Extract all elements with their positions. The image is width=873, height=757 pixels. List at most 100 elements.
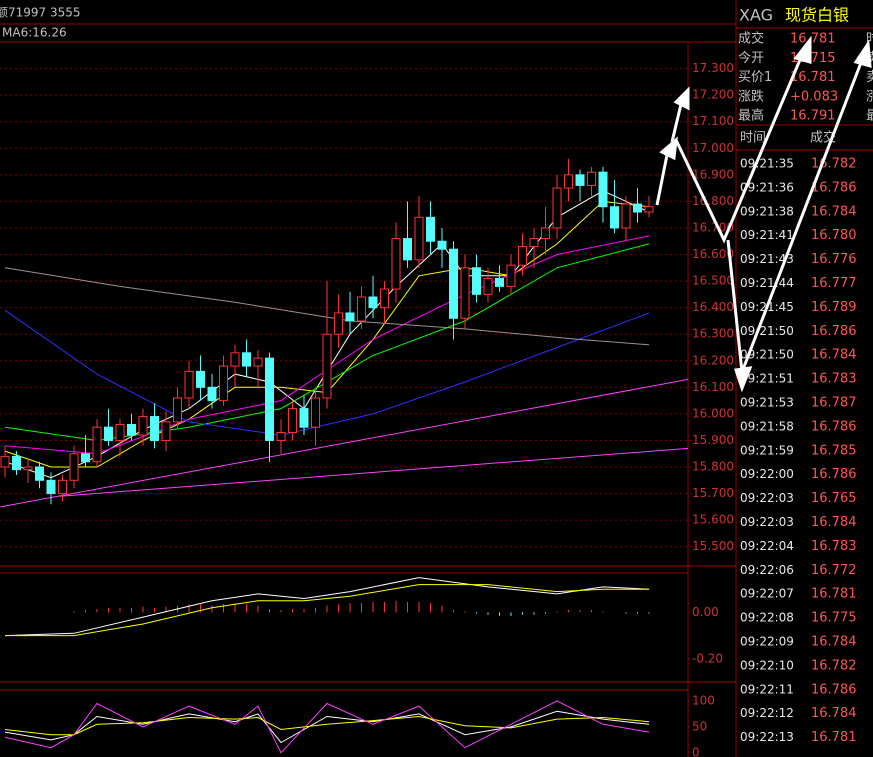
candle-body	[58, 479, 67, 495]
trade-price: 16.786	[811, 324, 857, 339]
trades-header: 时间	[740, 131, 766, 146]
trade-time: 09:21:38	[740, 204, 794, 218]
trade-price: 16.786	[811, 180, 857, 195]
candle-body	[587, 171, 596, 186]
trade-price: 16.785	[811, 443, 857, 458]
trade-time: 09:22:10	[740, 658, 794, 672]
trade-price: 16.781	[811, 587, 857, 602]
trade-price: 16.784	[811, 635, 857, 650]
line-series	[5, 584, 649, 637]
trade-time: 09:22:00	[740, 467, 794, 481]
candle-body	[161, 421, 171, 441]
trade-price: 16.776	[811, 252, 857, 267]
candle-body	[449, 248, 458, 319]
trade-price: 16.783	[811, 372, 857, 387]
candle-body	[92, 426, 102, 463]
candle-body	[368, 296, 378, 309]
candle-body	[115, 424, 125, 441]
candle-body	[633, 203, 642, 213]
candle-body	[495, 277, 504, 287]
trade-time: 09:21:41	[740, 228, 794, 242]
trade-price: 16.784	[811, 515, 857, 530]
y-tick-label: 17.300	[692, 61, 734, 75]
volume-text: 额71997 3555	[0, 6, 81, 20]
quote-side: 卖	[866, 70, 873, 85]
trade-time: 09:21:53	[740, 396, 794, 410]
candle-body	[644, 206, 654, 213]
y-tick-label: 0	[692, 745, 700, 757]
y-tick-label: 15.800	[692, 460, 734, 474]
quote-label: 买价1	[738, 70, 772, 85]
y-tick-label: 16.100	[692, 380, 734, 394]
candle-body	[311, 397, 320, 428]
candle-body	[253, 357, 263, 367]
symbol: XAG	[739, 6, 773, 25]
trade-time: 09:22:09	[740, 635, 794, 649]
trade-price: 16.786	[811, 682, 857, 697]
candle-body	[621, 203, 631, 229]
candle-body	[610, 206, 619, 229]
y-tick-label: 16.300	[692, 327, 734, 341]
y-tick-label: 17.000	[692, 141, 734, 155]
quote-value: 16.791	[790, 109, 836, 124]
candle-body	[69, 453, 79, 481]
candle-body	[184, 370, 194, 399]
y-tick-label: 17.200	[692, 88, 734, 102]
dynamic: 17.300 17.200 17.100 17.000 16.900 16.800 16.7…	[0, 31, 873, 757]
y-tick-label: 16.200	[692, 353, 734, 367]
trade-time: 09:21:50	[740, 324, 794, 338]
trade-price: 16.772	[811, 563, 857, 578]
candle-body	[391, 238, 401, 290]
line-series	[4, 715, 650, 736]
trade-time: 09:22:04	[740, 539, 794, 553]
quote-value: 16.781	[790, 70, 836, 85]
candle-body	[276, 431, 286, 441]
candle-body	[564, 174, 573, 189]
candle-body	[552, 187, 562, 229]
y-tick-label: 0.00	[692, 605, 719, 619]
candle-body	[334, 312, 343, 335]
trade-time: 09:22:12	[740, 706, 794, 720]
y-tick-label: 15.700	[692, 486, 734, 500]
y-tick-label: 50	[692, 719, 707, 733]
quote-label: 今开	[738, 50, 764, 66]
candle-body	[483, 277, 493, 295]
candle-body	[35, 466, 44, 481]
candle-body	[219, 365, 228, 402]
trade-price: 16.765	[811, 491, 857, 506]
trade-time: 09:22:11	[740, 682, 794, 696]
trade-time: 09:21:35	[740, 157, 794, 171]
y-tick-label: 16.600	[692, 247, 734, 261]
candle-body	[460, 267, 470, 319]
candle-body	[81, 453, 90, 463]
candle-body	[104, 426, 113, 441]
trade-price: 16.777	[811, 276, 857, 291]
candle-body	[357, 296, 366, 322]
candle-body	[23, 466, 33, 471]
candle-body	[541, 227, 550, 240]
quote-side: 时	[866, 32, 873, 47]
trade-time: 09:22:06	[740, 563, 794, 577]
quote-side: 最	[866, 109, 873, 124]
trade-time: 09:21:43	[740, 252, 794, 266]
annotation-arrows	[655, 35, 872, 393]
trade-price: 16.775	[811, 611, 857, 626]
candle-body	[299, 408, 309, 428]
y-tick-label: 16.700	[692, 220, 734, 234]
candle-body	[506, 264, 516, 287]
ma-text: MA6:16.26	[2, 26, 67, 40]
trade-time: 09:22:03	[740, 515, 794, 529]
trade-time: 09:21:44	[740, 276, 794, 290]
line-series	[4, 309, 650, 436]
candle-body	[46, 479, 56, 495]
y-tick-label: -0.20	[692, 651, 723, 665]
trade-price: 16.780	[811, 228, 857, 243]
candle-body	[265, 357, 274, 441]
candle-body	[288, 408, 297, 433]
trade-time: 09:21:50	[740, 348, 794, 362]
candle-body	[345, 312, 355, 322]
quote-side: 涨	[866, 89, 873, 104]
